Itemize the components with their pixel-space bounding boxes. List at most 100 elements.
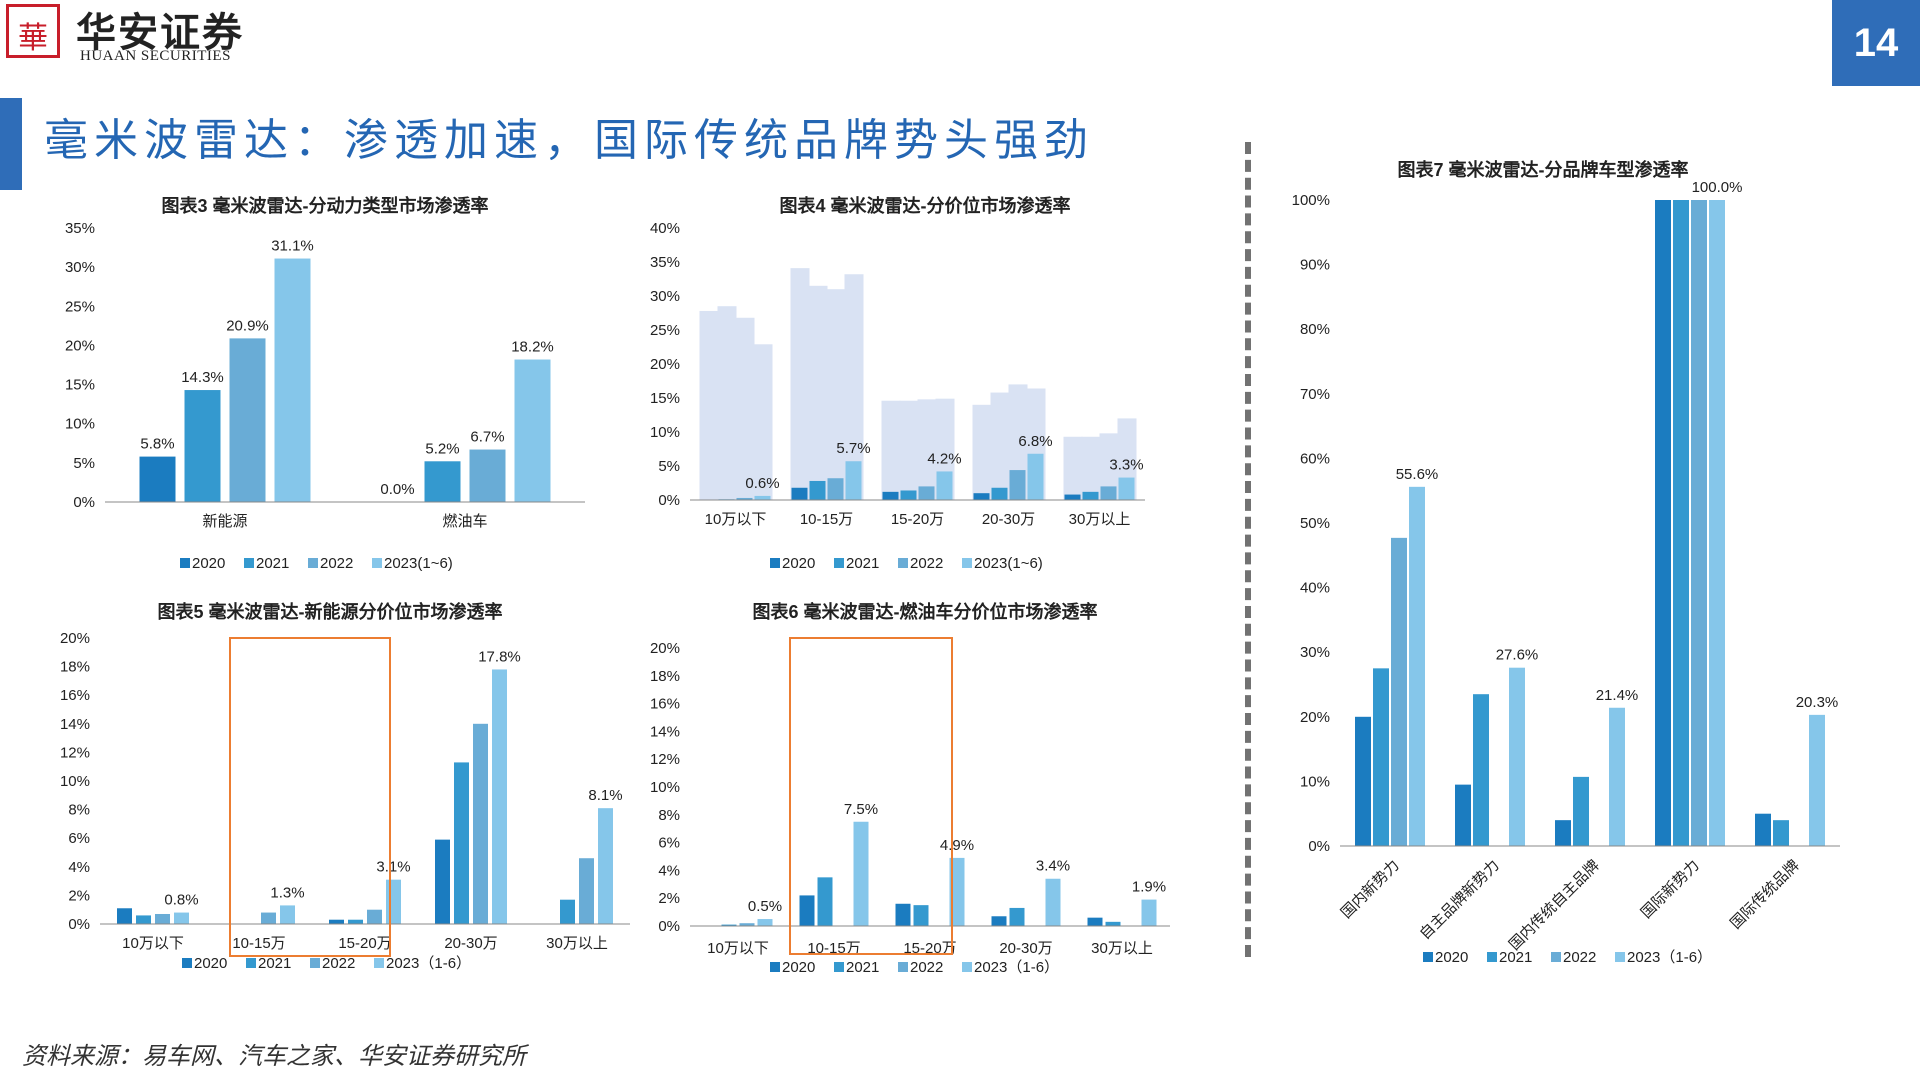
legend-swatch bbox=[1423, 952, 1433, 962]
source-note: 资料来源：易车网、汽车之家、华安证券研究所 bbox=[22, 1042, 526, 1070]
data-label: 6.7% bbox=[470, 429, 504, 446]
background-band-bar bbox=[972, 404, 992, 500]
data-label: 20.9% bbox=[226, 317, 269, 334]
legend-label: 2023(1~6) bbox=[974, 555, 1043, 572]
bar bbox=[598, 808, 613, 924]
data-label: 8.1% bbox=[588, 787, 622, 804]
background-band-bar bbox=[1063, 436, 1083, 500]
y-tick-label: 80% bbox=[1300, 321, 1330, 338]
company-name-en: HUAAN SECURITIES bbox=[80, 48, 231, 64]
data-label: 5.2% bbox=[425, 440, 459, 457]
highlight-box bbox=[229, 637, 391, 957]
bar bbox=[1082, 491, 1099, 500]
y-tick-label: 16% bbox=[650, 696, 680, 713]
y-tick-label: 4% bbox=[658, 862, 680, 879]
bar bbox=[139, 456, 176, 502]
legend-swatch bbox=[244, 558, 254, 568]
y-tick-label: 15% bbox=[65, 377, 95, 394]
bar bbox=[229, 338, 266, 502]
background-band-bar bbox=[844, 274, 864, 500]
y-tick-label: 0% bbox=[658, 492, 680, 509]
legend-label: 2022 bbox=[320, 555, 353, 572]
y-tick-label: 20% bbox=[650, 356, 680, 373]
legend-swatch bbox=[962, 962, 972, 972]
highlight-box bbox=[789, 637, 953, 955]
y-tick-label: 16% bbox=[60, 687, 90, 704]
legend-label: 2022 bbox=[910, 555, 943, 572]
data-label: 5.7% bbox=[836, 440, 870, 457]
bar bbox=[736, 497, 753, 500]
legend-swatch bbox=[1551, 952, 1561, 962]
data-label: 31.1% bbox=[271, 238, 314, 255]
bar bbox=[991, 487, 1008, 500]
legend-label: 2023（1-6） bbox=[386, 955, 471, 972]
data-label: 6.8% bbox=[1018, 433, 1052, 450]
bar bbox=[809, 480, 826, 500]
category-label: 新能源 bbox=[202, 513, 247, 530]
bar bbox=[949, 857, 965, 926]
chart-price-band-penetration: 图表4 毫米波雷达-分价位市场渗透率 0% 5% 10% 15% 20% 25% 30% 35%… bbox=[650, 195, 1145, 572]
y-tick-label: 6% bbox=[68, 830, 90, 847]
data-label: 0.0% bbox=[380, 481, 414, 498]
bar bbox=[1087, 917, 1103, 926]
bar bbox=[1655, 200, 1671, 846]
y-tick-label: 0% bbox=[1308, 838, 1330, 855]
data-label: 17.8% bbox=[478, 648, 521, 665]
bar bbox=[739, 923, 755, 926]
bar bbox=[514, 359, 551, 502]
background-band-bar bbox=[1081, 436, 1101, 500]
y-tick-label: 2% bbox=[68, 887, 90, 904]
legend-label: 2020 bbox=[782, 959, 815, 976]
y-tick-label: 12% bbox=[60, 744, 90, 761]
bar bbox=[1691, 200, 1707, 846]
legend-swatch bbox=[246, 958, 256, 968]
category-label: 15-20万 bbox=[338, 935, 391, 952]
bar bbox=[473, 723, 488, 924]
data-label: 1.3% bbox=[270, 884, 304, 901]
y-tick-label: 10% bbox=[60, 773, 90, 790]
y-tick-label: 6% bbox=[658, 835, 680, 852]
data-label: 100.0% bbox=[1692, 179, 1743, 196]
bar bbox=[827, 478, 844, 500]
data-label: 3.3% bbox=[1109, 457, 1143, 474]
category-label: 15-20万 bbox=[903, 940, 956, 957]
bar bbox=[936, 471, 953, 500]
y-tick-label: 35% bbox=[65, 220, 95, 237]
bar bbox=[757, 919, 773, 926]
chart-ice-price-band-penetration: 图表6 毫米波雷达-燃油车分价位市场渗透率 0% 2% 4% 6% 8% 10% 12% 14%… bbox=[650, 601, 1170, 976]
bar bbox=[1473, 694, 1489, 846]
legend-swatch bbox=[372, 558, 382, 568]
category-label: 国内新势力 bbox=[1338, 857, 1403, 922]
bar bbox=[1100, 486, 1117, 500]
bar bbox=[754, 495, 771, 500]
data-label: 55.6% bbox=[1396, 466, 1439, 483]
bar bbox=[973, 493, 990, 500]
bar bbox=[1373, 668, 1389, 846]
chart-title: 图表4 毫米波雷达-分价位市场渗透率 bbox=[779, 195, 1070, 216]
bar bbox=[174, 912, 189, 924]
bar bbox=[1045, 878, 1061, 926]
legend-swatch bbox=[180, 558, 190, 568]
background-band-bar bbox=[899, 400, 919, 500]
background-band-bar bbox=[717, 306, 737, 500]
legend-label: 2021 bbox=[846, 959, 879, 976]
bar bbox=[1773, 820, 1789, 846]
legend-label: 2021 bbox=[258, 955, 291, 972]
page-title: 毫米波雷达：渗透加速，国际传统品牌势头强劲 bbox=[44, 115, 1094, 166]
y-tick-label: 14% bbox=[60, 716, 90, 733]
y-tick-label: 90% bbox=[1300, 257, 1330, 274]
category-label: 自主品牌新势力 bbox=[1417, 857, 1503, 943]
bar bbox=[882, 491, 899, 500]
legend-swatch bbox=[834, 558, 844, 568]
y-tick-label: 0% bbox=[658, 918, 680, 935]
y-tick-label: 20% bbox=[1300, 709, 1330, 726]
data-label: 7.5% bbox=[844, 801, 878, 818]
legend-label: 2021 bbox=[1499, 949, 1532, 966]
bar bbox=[799, 895, 815, 926]
data-label: 20.3% bbox=[1796, 694, 1839, 711]
bar bbox=[1409, 486, 1425, 846]
section-divider bbox=[1245, 142, 1251, 957]
bar bbox=[1573, 776, 1589, 846]
bar bbox=[991, 916, 1007, 926]
category-label: 30万以上 bbox=[1091, 940, 1153, 957]
